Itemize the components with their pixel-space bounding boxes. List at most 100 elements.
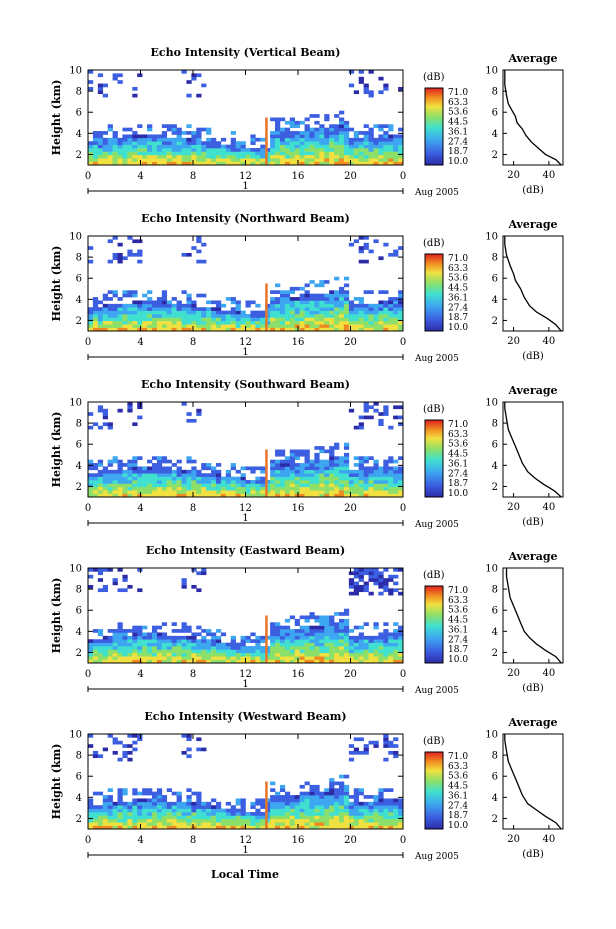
heatmap-cell: [142, 134, 148, 139]
heatmap-cell: [122, 574, 128, 579]
heatmap-cell: [250, 300, 256, 305]
heatmap-cell: [151, 134, 158, 139]
heatmap-cell: [102, 317, 108, 322]
heatmap-cell: [88, 151, 94, 156]
heatmap-cell: [166, 801, 172, 806]
heatmap-cell: [314, 310, 320, 315]
heatmap-cell: [339, 293, 345, 298]
heatmap-cell: [284, 632, 291, 637]
heatmap-cell: [186, 320, 192, 325]
heatmap-cell: [97, 825, 104, 830]
heatmap-cell: [88, 568, 94, 572]
average-profile-line: [504, 734, 562, 830]
heatmap-cell: [363, 408, 369, 413]
heatmap-cell: [358, 788, 364, 792]
avg-x-label: (dB): [522, 351, 544, 362]
heatmap-cell: [220, 317, 227, 322]
heatmap-cell: [270, 649, 276, 654]
heatmap-cell: [220, 656, 227, 660]
heatmap-cell: [176, 327, 182, 332]
heatmap-cell: [388, 252, 394, 257]
heatmap-cell: [142, 476, 148, 481]
heatmap-cell: [363, 154, 369, 159]
heatmap-cell: [151, 476, 158, 481]
heatmap-cell: [339, 622, 345, 626]
heatmap-cell: [201, 801, 207, 806]
heatmap-cell: [88, 480, 94, 484]
heatmap-cell: [334, 652, 340, 657]
heatmap-cell: [166, 303, 172, 308]
heatmap-cell: [88, 734, 94, 738]
heatmap-cell: [161, 622, 168, 626]
heatmap-cell: [343, 791, 350, 796]
heatmap-cell: [250, 659, 256, 664]
heatmap-cell: [245, 649, 251, 654]
heatmap-cell: [324, 459, 330, 464]
heatmap-cell: [112, 490, 118, 494]
heatmap-cell: [373, 818, 379, 823]
heatmap-cell: [151, 327, 158, 332]
average-title: Average: [507, 52, 557, 65]
heatmap-cell: [329, 459, 335, 464]
colorbar-tick-label: 10.0: [448, 157, 468, 167]
heatmap-cell: [147, 659, 153, 664]
avg-y-tick-label: 6: [492, 440, 498, 451]
heatmap-cell: [215, 656, 222, 660]
heatmap-cell: [294, 154, 300, 159]
heatmap-cell: [343, 297, 350, 301]
x-tick-label: 16: [292, 669, 305, 680]
heatmap-cell: [196, 808, 202, 813]
heatmap-cell: [284, 120, 291, 125]
heatmap-cell: [97, 568, 104, 572]
heatmap-cell: [339, 805, 345, 809]
heatmap-cell: [363, 483, 369, 488]
heatmap-cell: [191, 476, 197, 481]
heatmap-cell: [132, 635, 138, 640]
heatmap-cell: [339, 812, 345, 816]
heatmap-cell: [196, 490, 202, 494]
heatmap-cell: [191, 466, 197, 471]
heatmap-cell: [176, 818, 182, 823]
colorbar-tick-label: 44.5: [448, 616, 468, 626]
heatmap-cell: [329, 635, 335, 640]
heatmap-cell: [127, 486, 133, 491]
heatmap-cell: [206, 463, 212, 467]
heatmap-cell: [314, 127, 320, 132]
heatmap-cell: [97, 639, 104, 643]
heatmap-cell: [245, 303, 251, 308]
heatmap-cell: [363, 242, 369, 247]
heatmap-cell: [339, 327, 345, 332]
heatmap-cell: [255, 801, 261, 806]
heatmap-cell: [324, 148, 330, 152]
heatmap-cell: [206, 327, 212, 332]
heatmap-cell: [373, 324, 379, 328]
heatmap-cell: [334, 480, 340, 484]
heatmap-cell: [304, 463, 310, 467]
heatmap-cell: [314, 144, 320, 149]
heatmap-cell: [299, 812, 305, 816]
heatmap-cell: [186, 161, 192, 166]
heatmap-cell: [230, 154, 236, 159]
heatmap-cell: [270, 656, 276, 660]
heatmap-cell: [137, 649, 143, 654]
heatmap-cell: [107, 144, 113, 149]
heatmap-cell: [398, 818, 404, 823]
heatmap-cell: [196, 307, 202, 311]
heatmap-cell: [388, 805, 394, 809]
heatmap-cell: [314, 825, 320, 830]
heatmap-cell: [191, 568, 197, 572]
heatmap-cell: [324, 449, 330, 454]
heatmap-cell: [215, 490, 222, 494]
heatmap-cell: [240, 327, 246, 332]
heatmap-cell: [388, 473, 394, 477]
heatmap-cell: [230, 307, 236, 311]
heatmap-cell: [151, 300, 158, 305]
average-profile-line: [505, 568, 562, 664]
heatmap-cell: [255, 317, 261, 322]
heatmap-cell: [156, 137, 163, 142]
heatmap-cell: [206, 148, 212, 152]
heatmap-cell: [151, 148, 158, 152]
heatmap-cell: [137, 324, 143, 328]
heatmap-cell: [304, 124, 310, 128]
heatmap-cell: [88, 148, 94, 152]
